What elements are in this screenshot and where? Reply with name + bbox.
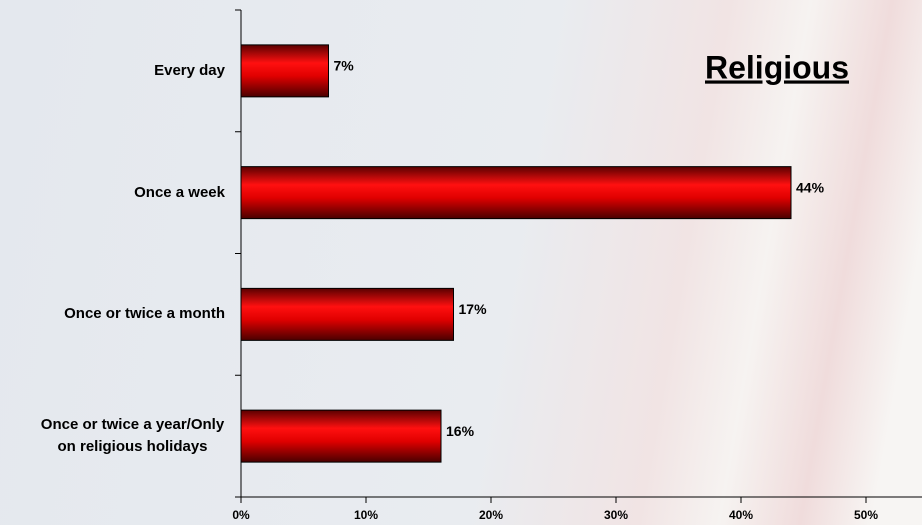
y-tick-label: Once a week <box>134 183 225 201</box>
category-label-box: Once or twice a year/Only on religious h… <box>40 414 225 458</box>
chart-title: Religious <box>705 49 849 85</box>
y-tick-label: Every day <box>154 61 225 79</box>
y-tick-label: Once or twice a year/Only on religious h… <box>40 416 225 456</box>
value-label: 17% <box>459 301 488 317</box>
category-label-box: Once a week <box>134 182 225 204</box>
x-tick-label: 0% <box>232 508 250 522</box>
x-tick-label: 40% <box>729 508 753 522</box>
value-label: 16% <box>446 423 475 439</box>
x-tick-label: 10% <box>354 508 378 522</box>
value-label: 7% <box>334 58 355 74</box>
category-label-box: Every day <box>154 60 225 82</box>
bar <box>240 287 454 341</box>
bar <box>240 409 442 463</box>
value-label: 44% <box>796 179 825 195</box>
x-tick-label: 30% <box>604 508 628 522</box>
x-tick-label: 20% <box>479 508 503 522</box>
bar <box>240 166 792 220</box>
bar <box>240 44 329 98</box>
category-label-box: Once or twice a month <box>64 303 225 325</box>
y-tick-label: Once or twice a month <box>64 305 225 323</box>
x-tick-label: 50% <box>854 508 878 522</box>
